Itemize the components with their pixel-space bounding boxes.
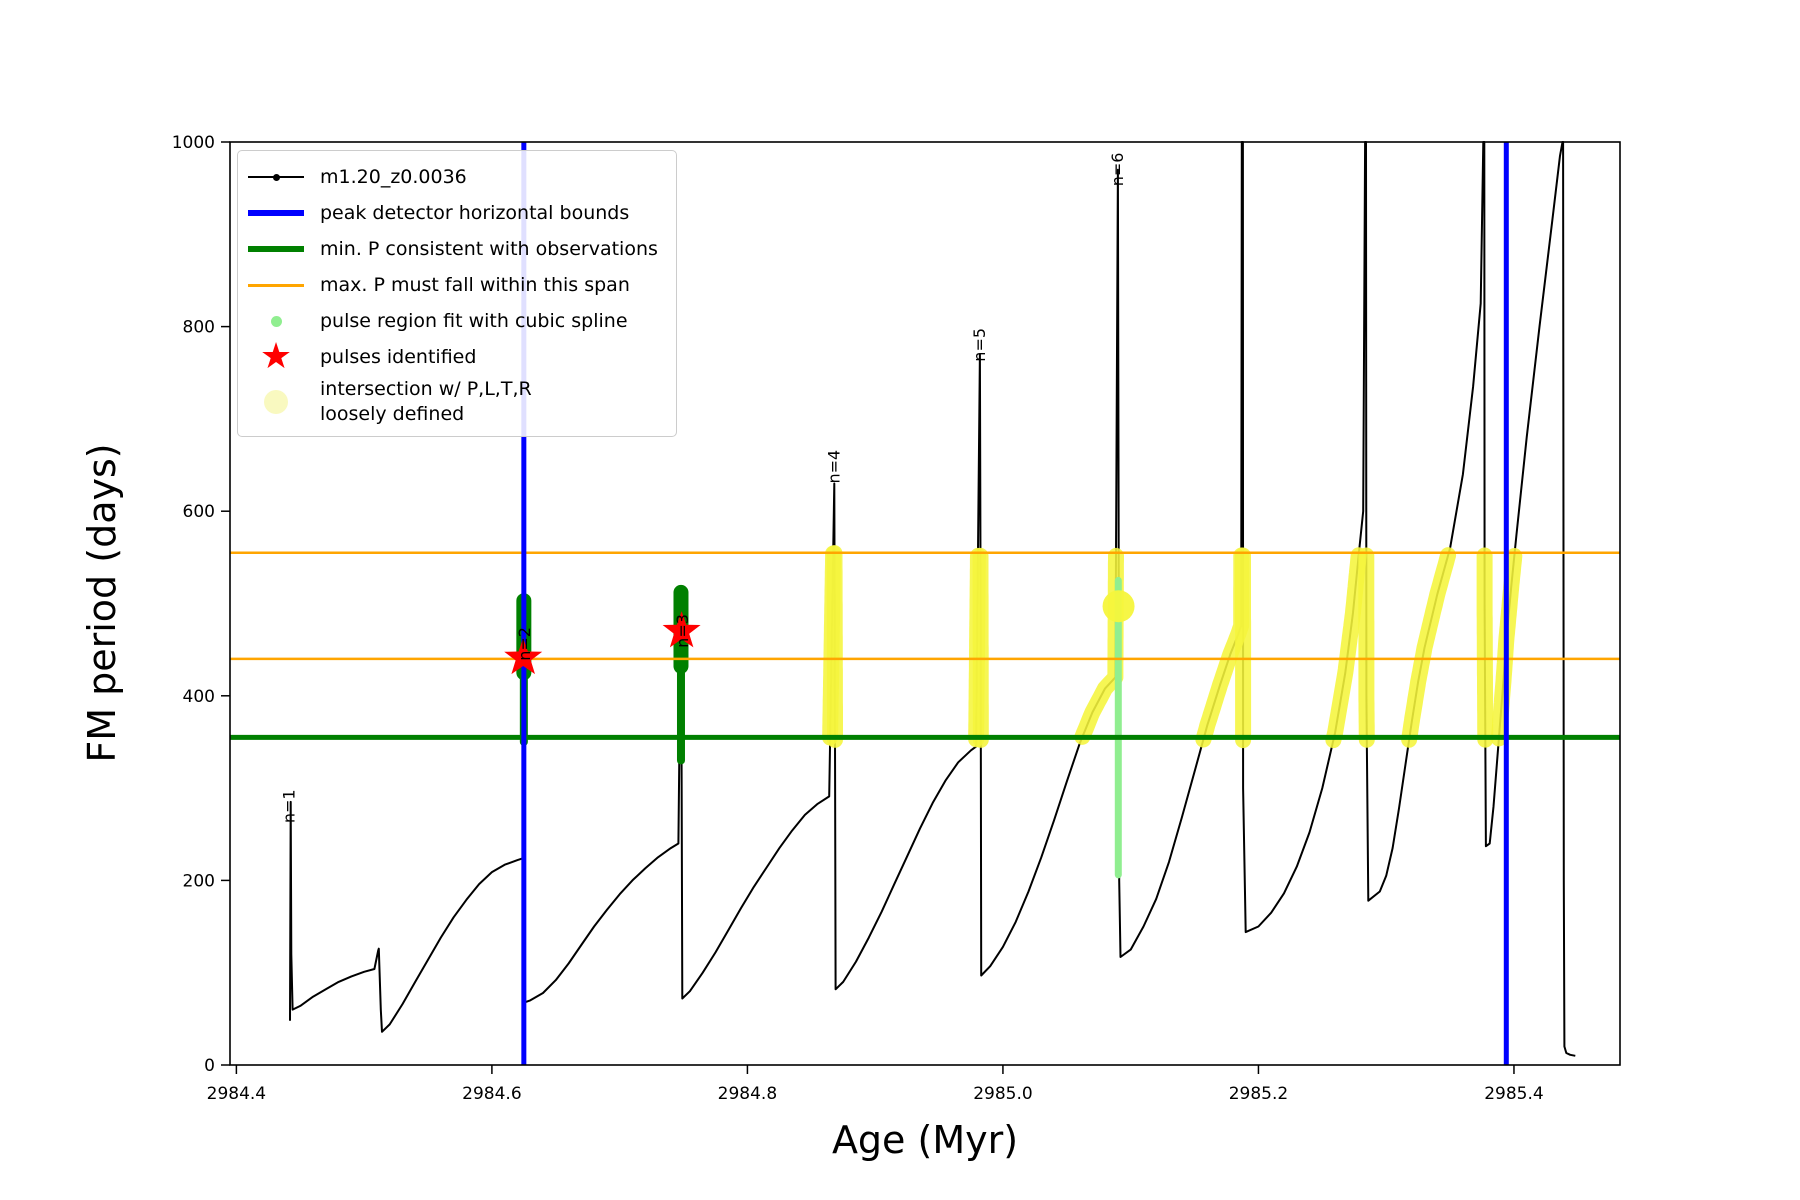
y-tick-label: 600 [183, 502, 215, 522]
legend-item-5: ★ pulses identified [246, 339, 658, 375]
blue-bound-line-icon [246, 197, 306, 229]
legend-label: max. P must fall within this span [320, 273, 630, 296]
peak-label: n=1 [280, 789, 299, 823]
pulse-star [662, 611, 701, 648]
orange-span-line-icon [246, 269, 306, 301]
x-tick-label: 2985.0 [973, 1084, 1032, 1104]
x-tick-label: 2984.6 [462, 1084, 521, 1104]
legend-label: m1.20_z0.0036 [320, 165, 467, 188]
y-tick-label: 1000 [172, 133, 215, 153]
green-min-line-icon [246, 233, 306, 265]
intersection-dot-icon [246, 386, 306, 418]
spline-dot-icon [246, 305, 306, 337]
y-tick-label: 400 [183, 687, 215, 707]
legend-label: peak detector horizontal bounds [320, 201, 630, 224]
intersection-segment [1476, 547, 1494, 748]
intersection-segment [1358, 547, 1375, 748]
pulse-star-icon: ★ [259, 336, 293, 377]
intersection-segment [1401, 547, 1457, 748]
intersection-blob [1102, 590, 1135, 623]
pulse-star [504, 638, 543, 675]
axes-frame [229, 141, 1621, 1066]
intersection-segment [826, 545, 843, 748]
x-tick-label: 2984.4 [207, 1084, 266, 1104]
y-tick-label: 200 [183, 871, 215, 891]
legend-item-0: m1.20_z0.0036 [246, 159, 658, 195]
legend-item-2: min. P consistent with observations [246, 231, 658, 267]
x-tick-label: 2985.4 [1484, 1084, 1543, 1104]
x-axis-label: Age (Myr) [831, 1118, 1019, 1162]
peak-label: n=5 [970, 328, 989, 362]
intersection-segment [1074, 547, 1124, 745]
peak-label: n=2 [515, 627, 534, 661]
legend-item-6: intersection w/ P,L,T,R loosely defined [246, 375, 658, 428]
intersection-segment [1325, 547, 1367, 749]
legend-label: min. P consistent with observations [320, 237, 658, 260]
peak-label: n=6 [1108, 153, 1127, 187]
legend-item-1: peak detector horizontal bounds [246, 195, 658, 231]
y-tick-label: 800 [183, 318, 215, 338]
legend-item-4: pulse region fit with cubic spline [246, 303, 658, 339]
y-axis-label: FM period (days) [80, 443, 124, 763]
peak-label: n=4 [824, 450, 843, 484]
x-tick-label: 2985.2 [1229, 1084, 1288, 1104]
legend-item-3: max. P must fall within this span [246, 267, 658, 303]
x-tick-label: 2984.8 [718, 1084, 777, 1104]
series-line-icon [246, 161, 306, 193]
legend-label: intersection w/ P,L,T,R loosely defined [320, 378, 532, 425]
legend-label: pulse region fit with cubic spline [320, 309, 628, 332]
peak-label: n=3 [673, 614, 692, 648]
y-tick-label: 0 [204, 1056, 215, 1076]
legend-label: pulses identified [320, 345, 477, 368]
